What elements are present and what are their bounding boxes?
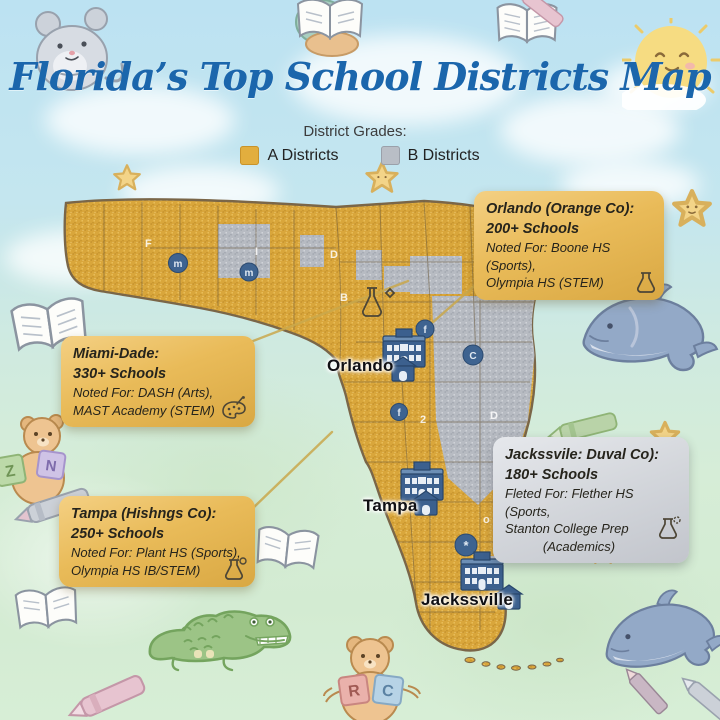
county-letter: o bbox=[483, 514, 490, 526]
block-letter: N bbox=[44, 457, 57, 475]
legend: A Districts B Districts bbox=[0, 146, 720, 165]
county-letter: B bbox=[340, 292, 348, 304]
crayon-icon bbox=[681, 677, 720, 720]
callout-title: 180+ Schools bbox=[505, 466, 599, 483]
callout-title: 250+ Schools bbox=[71, 525, 165, 542]
dolphin-icon bbox=[605, 589, 720, 668]
callout-note: (Academics) bbox=[542, 538, 616, 554]
alligator-icon bbox=[148, 610, 292, 672]
open-book-icon bbox=[10, 297, 88, 352]
a-district-swatch bbox=[240, 146, 260, 165]
teddy-bear-blocks-icon: R C bbox=[323, 636, 421, 720]
callout-note: Noted For: Boone HS (Sports), bbox=[486, 240, 611, 273]
block-letter: C bbox=[381, 682, 395, 700]
callout-title: Jackssvile: Duval Co): bbox=[505, 447, 659, 463]
callout-miami-dade: Miami-Dade: 330+ Schools Noted For: DASH… bbox=[61, 336, 255, 428]
starfish-icon bbox=[672, 189, 712, 227]
city-label-jacksonville: Jackssville bbox=[421, 590, 514, 609]
legend-label: B Districts bbox=[407, 146, 480, 164]
badge-glyph: * bbox=[463, 538, 469, 553]
map-badges: m m f C f * bbox=[168, 253, 484, 557]
callout-note: Noted For: Plant HS (Sports), bbox=[71, 545, 241, 561]
county-letter: 2 bbox=[420, 414, 426, 426]
callout-jacksonville: Jackssvile: Duval Co): 180+ Schools Flet… bbox=[493, 437, 689, 564]
badge-glyph: C bbox=[469, 351, 476, 362]
county-letter: F bbox=[145, 238, 152, 250]
legend-label: A Districts bbox=[267, 146, 339, 164]
florida-keys bbox=[464, 656, 564, 671]
legend-item-b-districts: B Districts bbox=[380, 146, 480, 165]
teddy-bear-blocks-icon: Z N bbox=[0, 414, 67, 505]
page-title: Florida’s Top School Districts Map bbox=[9, 54, 711, 99]
block-letter: Z bbox=[4, 463, 17, 481]
sun-icon bbox=[622, 18, 720, 110]
badge-glyph: m bbox=[174, 259, 183, 270]
callout-title: Orlando (Orange Co): bbox=[486, 201, 635, 217]
badge-glyph: m bbox=[245, 268, 254, 279]
open-book-icon bbox=[256, 526, 320, 570]
county-labels: F I D B 2 D o bbox=[145, 238, 498, 526]
crayon-icon bbox=[546, 412, 618, 442]
callout-title: Tampa (Hishngs Co): bbox=[71, 506, 217, 522]
callout-title: 200+ Schools bbox=[486, 220, 580, 237]
pencil-icon bbox=[625, 668, 668, 715]
b-district-swatch bbox=[380, 146, 400, 165]
star-icon bbox=[365, 161, 399, 193]
callout-note: Stanton College Prep bbox=[505, 521, 629, 537]
crayon-icon bbox=[515, 0, 564, 28]
county-letter: D bbox=[490, 410, 498, 422]
cloud bbox=[45, 85, 235, 155]
callout-title: 330+ Schools bbox=[73, 365, 167, 382]
duck-reading-book-icon bbox=[295, 0, 364, 57]
callout-tampa: Tampa (Hishngs Co): 250+ Schools Noted F… bbox=[59, 496, 255, 588]
badge-glyph: f bbox=[423, 325, 427, 336]
callout-note: Fleted For: Flether HS (Sports, bbox=[505, 486, 634, 519]
star-icon bbox=[113, 164, 141, 191]
city-label-tampa: Tampa bbox=[363, 496, 418, 515]
flask-doodle-icon bbox=[362, 287, 396, 317]
county-letter: D bbox=[330, 249, 338, 261]
palette-icon bbox=[222, 396, 246, 420]
city-label-orlando: Orlando bbox=[327, 356, 394, 375]
flask-icon bbox=[658, 516, 681, 540]
flask-icon bbox=[224, 557, 247, 581]
callout-orlando: Orlando (Orange Co): 200+ Schools Noted … bbox=[474, 191, 664, 300]
open-book-icon bbox=[14, 586, 78, 630]
flask-icon bbox=[636, 271, 656, 293]
legend-heading: District Grades: bbox=[303, 123, 407, 140]
county-letter: I bbox=[255, 246, 258, 258]
callout-note: Olympia HS IB/STEM) bbox=[71, 562, 201, 578]
legend-item-a-districts: A Districts bbox=[240, 146, 339, 165]
callout-title: Miami-Dade: bbox=[73, 346, 160, 362]
callout-note: Olympia HS (STEM) bbox=[486, 275, 604, 291]
badge-glyph: f bbox=[397, 408, 401, 419]
callout-note: MAST Academy (STEM) bbox=[73, 402, 215, 418]
crayon-icon bbox=[67, 675, 146, 717]
callout-note: Noted For: DASH (Arts), bbox=[73, 385, 214, 401]
mouse-icon bbox=[35, 7, 125, 91]
block-letter: R bbox=[347, 682, 361, 701]
